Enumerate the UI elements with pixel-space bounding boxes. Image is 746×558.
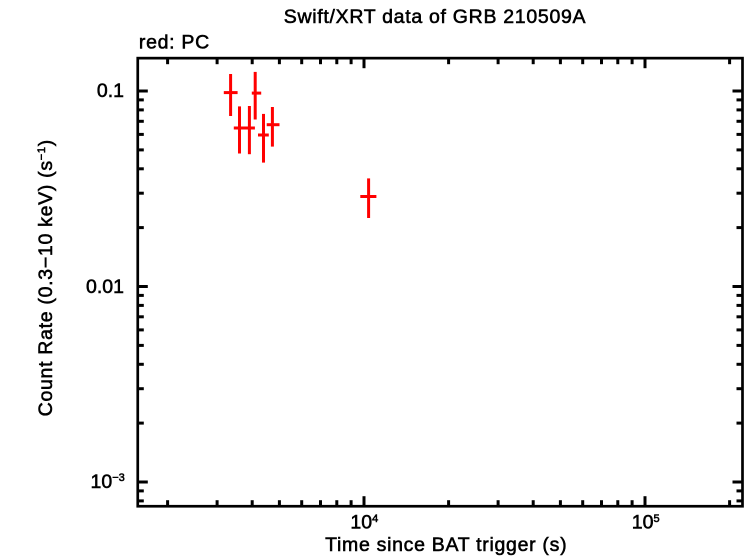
svg-text:0.1: 0.1 <box>97 80 124 102</box>
svg-text:0.01: 0.01 <box>86 276 124 298</box>
svg-text:Time since BAT trigger (s): Time since BAT trigger (s) <box>325 534 567 556</box>
svg-text:Swift/XRT data of GRB 210509A: Swift/XRT data of GRB 210509A <box>284 6 587 28</box>
svg-text:104: 104 <box>350 511 378 533</box>
svg-text:105: 105 <box>632 511 660 533</box>
svg-text:red: PC: red: PC <box>139 32 210 54</box>
svg-text:Count Rate (0.3−10 keV) (s−1): Count Rate (0.3−10 keV) (s−1) <box>35 139 57 416</box>
